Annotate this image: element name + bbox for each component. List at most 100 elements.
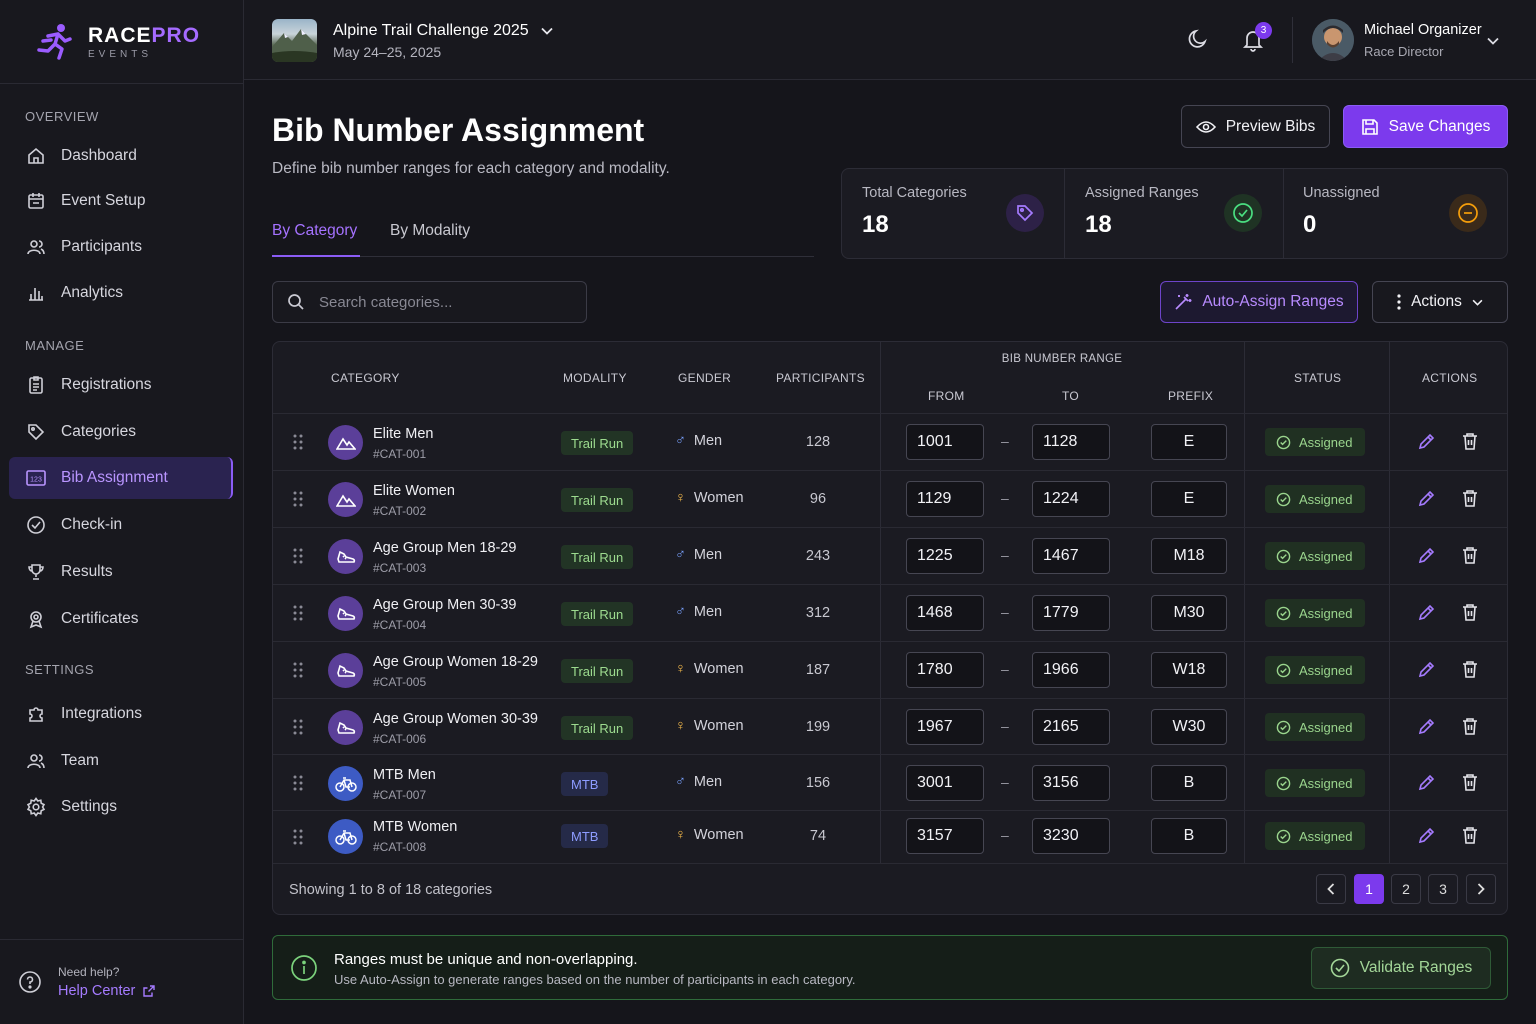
topbar: Alpine Trail Challenge 2025 May 24–25, 2… (244, 0, 1536, 80)
sidebar-item-participants[interactable]: Participants (9, 226, 233, 268)
help-center-link[interactable]: Help Center (58, 983, 156, 999)
tab-by-category[interactable]: By Category (272, 222, 358, 239)
drag-handle-icon[interactable] (293, 829, 303, 845)
delete-button[interactable] (1461, 432, 1479, 451)
participants-count: 312 (805, 605, 831, 621)
range-to-input[interactable]: 2165 (1032, 709, 1110, 745)
view-tabs: By Category By Modality (272, 212, 814, 257)
prefix-input[interactable]: B (1151, 765, 1227, 801)
next-page-button[interactable] (1466, 874, 1496, 904)
range-from-input[interactable]: 1967 (906, 709, 984, 745)
prefix-input[interactable]: M30 (1151, 595, 1227, 631)
trash-icon (1463, 718, 1477, 735)
range-from-input[interactable]: 1468 (906, 595, 984, 631)
sidebar-item-results[interactable]: Results (9, 551, 233, 593)
pencil-icon (1418, 604, 1435, 621)
edit-button[interactable] (1417, 433, 1435, 451)
page-3-button[interactable]: 3 (1428, 874, 1458, 904)
range-dash: – (1001, 661, 1009, 677)
range-to-input[interactable]: 3230 (1032, 818, 1110, 854)
range-to-input[interactable]: 1467 (1032, 538, 1110, 574)
sidebar-item-check-in[interactable]: Check-in (9, 504, 233, 546)
prefix-input[interactable]: B (1151, 818, 1227, 854)
edit-button[interactable] (1417, 490, 1435, 508)
sidebar-item-label: Event Setup (61, 192, 146, 209)
sidebar-item-team[interactable]: Team (9, 740, 233, 782)
range-from-input[interactable]: 1129 (906, 481, 984, 517)
sidebar-item-certificates[interactable]: Certificates (9, 598, 233, 640)
bike-icon (328, 819, 363, 854)
bib-icon: 123 (25, 467, 47, 489)
brand-logo[interactable]: RACEPRO EVENTS (0, 0, 243, 84)
drag-handle-icon[interactable] (293, 605, 303, 621)
edit-button[interactable] (1417, 827, 1435, 845)
participants-count: 74 (809, 828, 827, 844)
table-row: MTB Men #CAT-007 MTB ♂ Men 156 3001 – 315… (273, 754, 1507, 810)
prefix-input[interactable]: E (1151, 424, 1227, 460)
drag-handle-icon[interactable] (293, 662, 303, 678)
status-badge: Assigned (1265, 769, 1365, 797)
prefix-input[interactable]: E (1151, 481, 1227, 517)
help-section: Need help? Help Center (0, 939, 243, 1024)
drag-handle-icon[interactable] (293, 434, 303, 450)
page-title: Bib Number Assignment (272, 112, 645, 148)
edit-button[interactable] (1417, 547, 1435, 565)
page-2-button[interactable]: 2 (1391, 874, 1421, 904)
page-1-button[interactable]: 1 (1354, 874, 1384, 904)
range-to-input[interactable]: 1224 (1032, 481, 1110, 517)
sidebar-item-categories[interactable]: Categories (9, 411, 233, 453)
avatar[interactable] (1312, 19, 1354, 61)
team-icon (25, 750, 47, 772)
range-to-input[interactable]: 1966 (1032, 652, 1110, 688)
delete-button[interactable] (1461, 546, 1479, 565)
range-from-input[interactable]: 1225 (906, 538, 984, 574)
sidebar-item-registrations[interactable]: Registrations (9, 364, 233, 406)
range-to-input[interactable]: 1128 (1032, 424, 1110, 460)
edit-button[interactable] (1417, 718, 1435, 736)
prefix-input[interactable]: M18 (1151, 538, 1227, 574)
delete-button[interactable] (1461, 660, 1479, 679)
user-menu-toggle[interactable] (1487, 37, 1499, 45)
range-from-input[interactable]: 3157 (906, 818, 984, 854)
validate-ranges-button[interactable]: Validate Ranges (1311, 947, 1491, 989)
drag-handle-icon[interactable] (293, 719, 303, 735)
delete-button[interactable] (1461, 489, 1479, 508)
edit-button[interactable] (1417, 604, 1435, 622)
prev-page-button[interactable] (1316, 874, 1346, 904)
delete-button[interactable] (1461, 826, 1479, 845)
range-to-input[interactable]: 3156 (1032, 765, 1110, 801)
female-icon: ♀ (675, 718, 686, 734)
edit-button[interactable] (1417, 661, 1435, 679)
sidebar-item-label: Registrations (61, 376, 152, 393)
prefix-input[interactable]: W30 (1151, 709, 1227, 745)
edit-button[interactable] (1417, 774, 1435, 792)
range-from-input[interactable]: 3001 (906, 765, 984, 801)
drag-handle-icon[interactable] (293, 548, 303, 564)
drag-handle-icon[interactable] (293, 775, 303, 791)
delete-button[interactable] (1461, 773, 1479, 792)
save-changes-button[interactable]: Save Changes (1343, 105, 1508, 148)
range-to-input[interactable]: 1779 (1032, 595, 1110, 631)
range-from-input[interactable]: 1001 (906, 424, 984, 460)
delete-button[interactable] (1461, 717, 1479, 736)
delete-button[interactable] (1461, 603, 1479, 622)
sidebar-item-settings[interactable]: Settings (9, 786, 233, 828)
sidebar-item-analytics[interactable]: Analytics (9, 272, 233, 314)
sidebar-item-dashboard[interactable]: Dashboard (9, 135, 233, 177)
prefix-input[interactable]: W18 (1151, 652, 1227, 688)
auto-assign-button[interactable]: Auto-Assign Ranges (1160, 281, 1358, 323)
range-from-input[interactable]: 1780 (906, 652, 984, 688)
drag-handle-icon[interactable] (293, 491, 303, 507)
event-selector[interactable]: Alpine Trail Challenge 2025 (333, 22, 553, 40)
preview-bibs-button[interactable]: Preview Bibs (1181, 105, 1330, 148)
user-name[interactable]: Michael Organizer (1364, 22, 1482, 38)
tab-by-modality[interactable]: By Modality (390, 222, 471, 239)
sidebar-item-integrations[interactable]: Integrations (9, 693, 233, 735)
sidebar-item-event-setup[interactable]: Event Setup (9, 180, 233, 222)
dark-mode-toggle[interactable] (1187, 28, 1209, 50)
actions-menu-button[interactable]: Actions (1372, 281, 1508, 323)
sidebar-item-bib-assignment[interactable]: 123 Bib Assignment (9, 457, 233, 499)
category-name: Age Group Women 30-39 (373, 711, 538, 727)
female-icon: ♀ (675, 490, 686, 506)
search-input[interactable] (319, 293, 569, 311)
